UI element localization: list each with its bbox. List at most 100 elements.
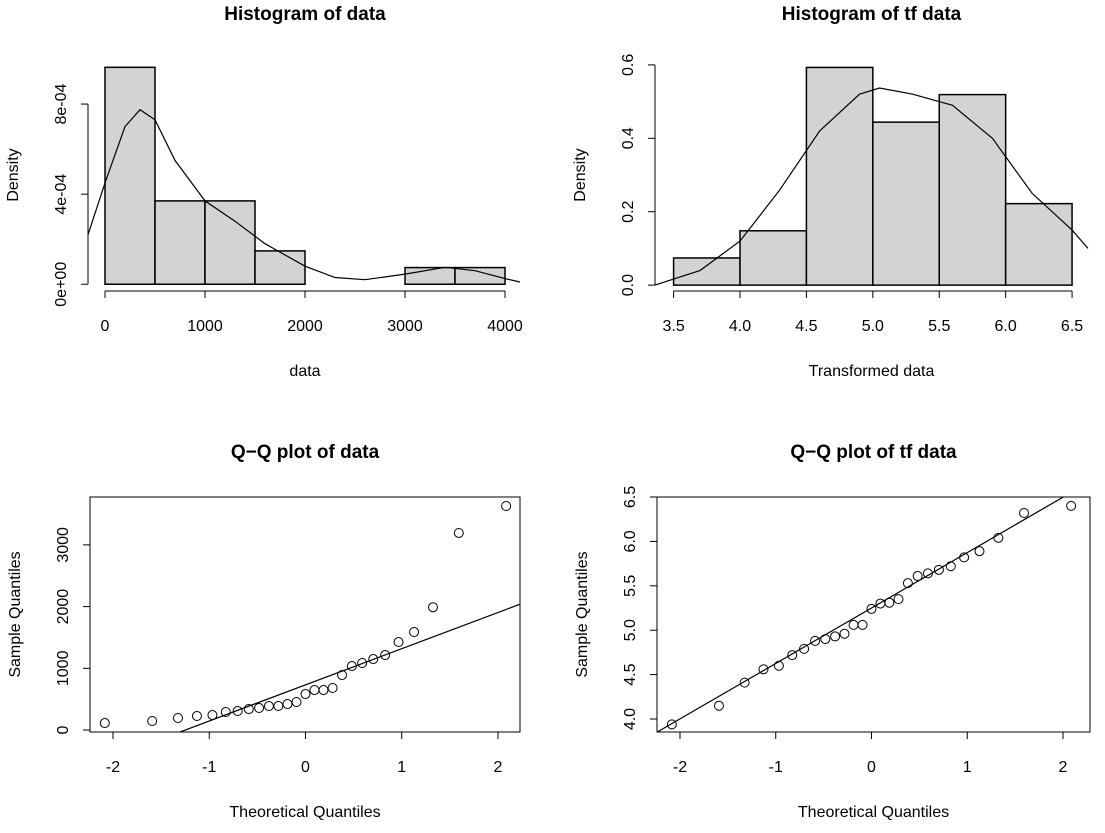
x-tick-label: 3.5 [662, 318, 684, 335]
y-axis-label: Sample Quantiles [7, 551, 24, 677]
bar [672, 257, 741, 286]
x-tick-label: 5.0 [862, 318, 884, 335]
plot-frame [89, 496, 521, 733]
x-tick-label: 0 [867, 759, 876, 776]
point [922, 568, 933, 579]
point [346, 661, 357, 672]
y-tick-label: 1000 [55, 650, 72, 686]
point [1066, 500, 1077, 511]
bar [154, 200, 206, 285]
y-tick-label: 4.0 [622, 708, 639, 730]
point [300, 689, 311, 700]
point [327, 682, 338, 693]
chart-title: Q−Q plot of tf data [790, 442, 957, 463]
point [666, 719, 677, 730]
chart-title: Histogram of tf data [782, 4, 962, 25]
x-tick-label: 2000 [287, 318, 323, 335]
bar [1004, 202, 1073, 286]
bar [254, 250, 306, 285]
x-tick-label: 1000 [187, 318, 223, 335]
y-tick-label: 4.5 [622, 663, 639, 685]
x-tick-label: -1 [202, 759, 216, 776]
chart-title: Histogram of data [224, 4, 386, 25]
point [810, 635, 821, 646]
point [393, 637, 404, 648]
point [820, 634, 831, 645]
point [318, 685, 329, 696]
qq-line [657, 497, 1065, 732]
y-tick-label: 8e-04 [53, 83, 70, 124]
x-axis-label: Transformed data [809, 363, 935, 380]
point [232, 706, 243, 717]
point [912, 571, 923, 582]
point [207, 710, 218, 721]
point [799, 643, 810, 654]
qq-line [178, 603, 520, 732]
point [839, 628, 850, 639]
point [902, 578, 913, 589]
density-curve [654, 87, 1089, 286]
bar [739, 230, 808, 286]
y-axis-label: Sample Quantiles [574, 551, 591, 677]
x-tick-label: 4000 [487, 318, 523, 335]
point [933, 564, 944, 575]
x-tick-label: 2 [494, 759, 503, 776]
x-tick-label: 6.0 [995, 318, 1017, 335]
x-tick-label: 0 [301, 759, 310, 776]
point [99, 718, 110, 729]
point [380, 650, 391, 661]
x-tick-label: 4.0 [729, 318, 751, 335]
y-tick-label: 0e+00 [53, 262, 70, 307]
point [848, 619, 859, 630]
point [243, 704, 254, 715]
y-tick-label: 0 [55, 725, 72, 734]
x-tick-label: -2 [673, 759, 687, 776]
x-axis-label: data [289, 363, 320, 380]
point [993, 532, 1004, 543]
point [309, 685, 320, 696]
y-tick-label: 0.2 [620, 200, 637, 222]
bar [454, 266, 506, 285]
bar [938, 93, 1007, 286]
point [1019, 507, 1030, 518]
point [739, 677, 750, 688]
chart-title: Q−Q plot of data [231, 442, 380, 463]
x-tick-label: 0 [101, 318, 110, 335]
point [291, 697, 302, 708]
bar [805, 66, 874, 286]
point [427, 602, 438, 613]
point [220, 707, 231, 718]
y-tick-label: 0.4 [620, 127, 637, 149]
x-tick-label: 4.5 [795, 318, 817, 335]
point [866, 603, 877, 614]
point [282, 699, 293, 710]
x-tick-label: 1 [397, 759, 406, 776]
x-axis-label: Theoretical Quantiles [798, 804, 949, 821]
x-tick-label: -2 [106, 759, 120, 776]
x-tick-label: 3000 [387, 318, 423, 335]
y-tick-label: 0.0 [620, 274, 637, 296]
point [787, 650, 798, 661]
plot-frame [656, 496, 1091, 733]
y-tick-label: 4e-04 [53, 174, 70, 215]
y-tick-label: 6.5 [622, 486, 639, 508]
point [337, 670, 348, 681]
point [945, 561, 956, 572]
x-tick-label: 5.5 [928, 318, 950, 335]
point [501, 501, 512, 512]
bar [104, 66, 156, 285]
point [263, 701, 274, 712]
point [959, 552, 970, 563]
y-tick-label: 5.5 [622, 575, 639, 597]
point [357, 658, 368, 669]
point [147, 716, 158, 727]
point [273, 701, 284, 712]
y-axis-label: Density [572, 148, 589, 201]
x-tick-label: 1 [963, 759, 972, 776]
y-tick-label: 0.6 [620, 54, 637, 76]
point [875, 598, 886, 609]
bar [204, 200, 256, 285]
point [830, 631, 841, 642]
point [191, 711, 202, 722]
y-tick-label: 5.0 [622, 619, 639, 641]
